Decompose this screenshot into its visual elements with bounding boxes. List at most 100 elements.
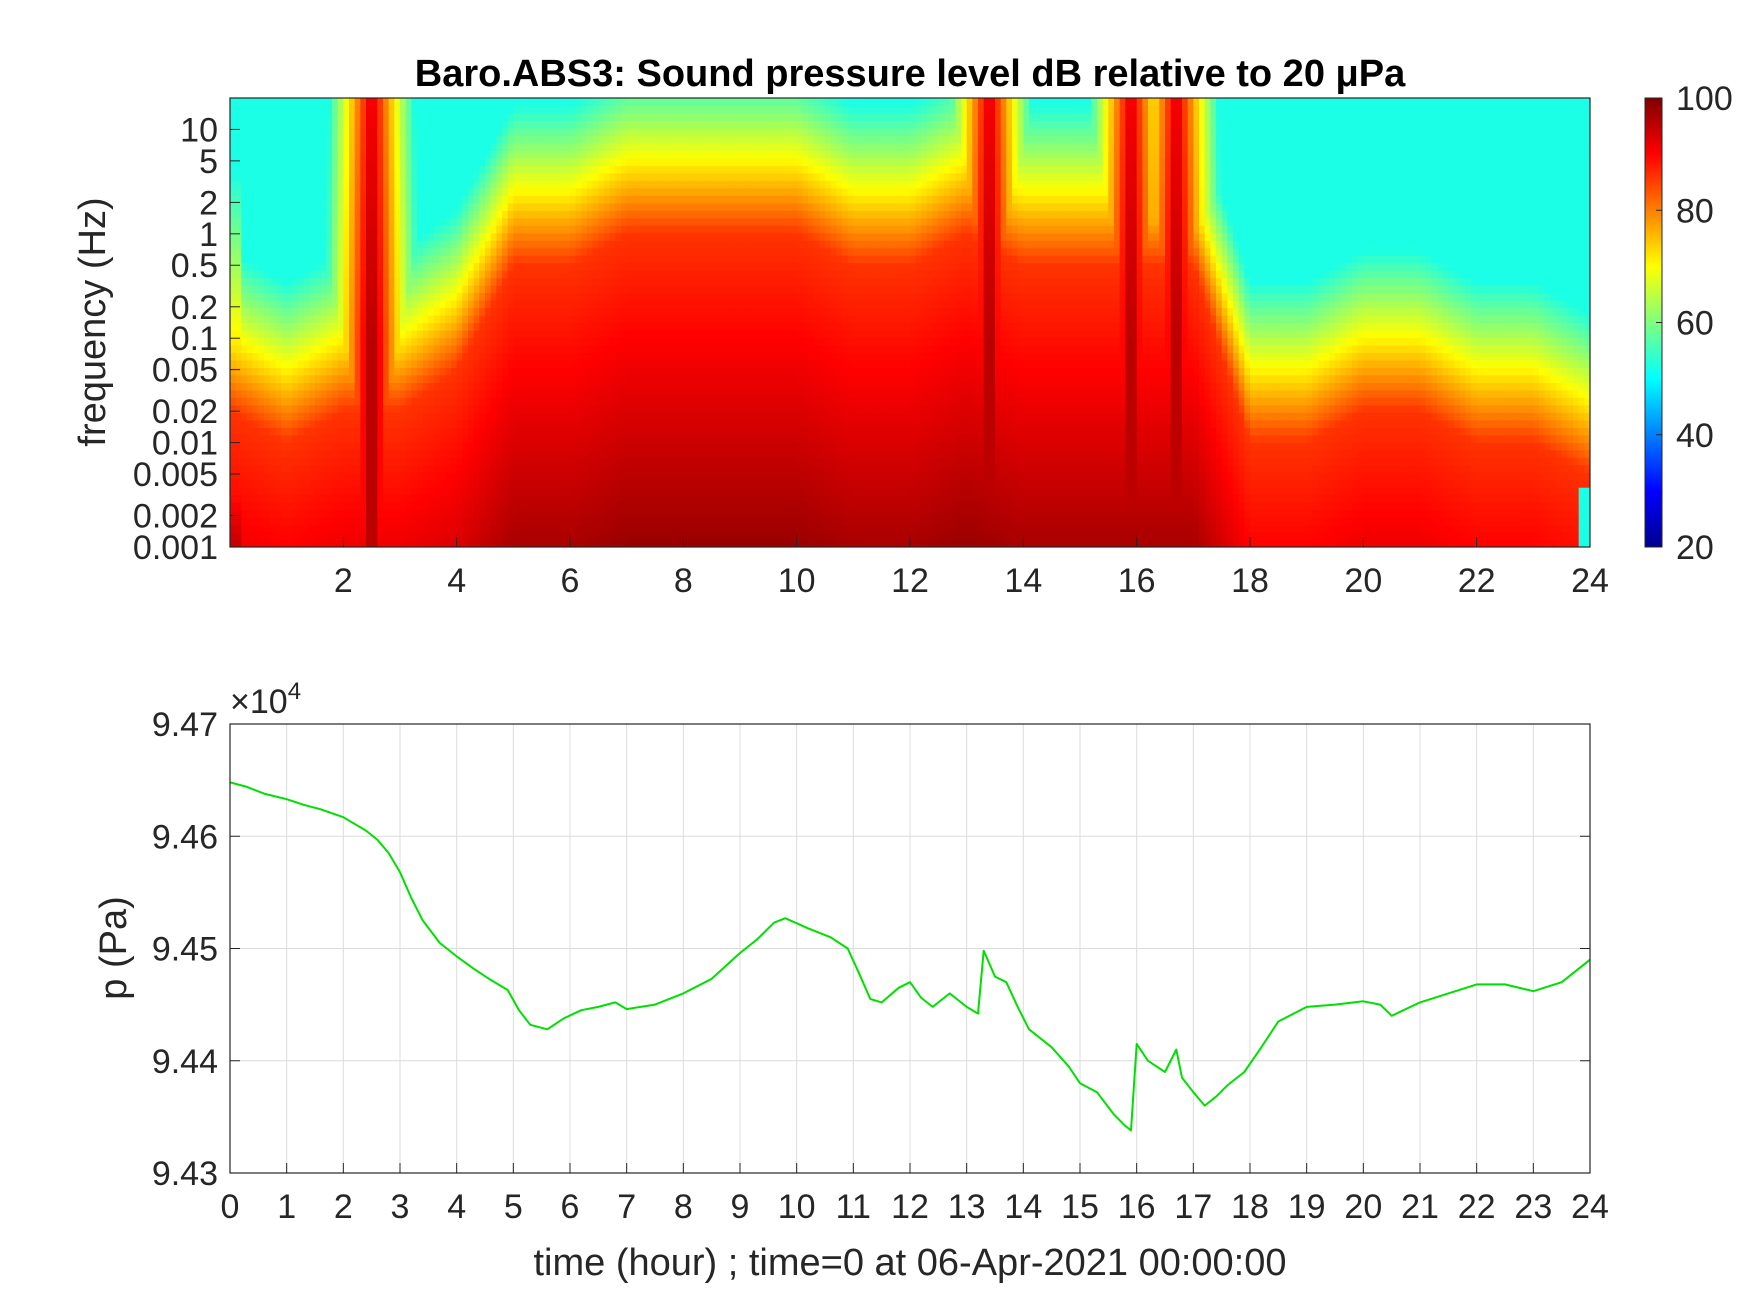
- spectrogram-cell: [417, 112, 424, 122]
- spectrogram-cell: [275, 105, 282, 114]
- spectrogram-cell: [247, 240, 254, 249]
- spectrogram-cell: [292, 457, 299, 466]
- spectrogram-cell: [649, 105, 656, 114]
- spectrogram-cell: [519, 127, 526, 137]
- spectrogram-cell: [411, 307, 418, 316]
- spectrogram-cell: [689, 397, 696, 406]
- spectrogram-cell: [468, 359, 475, 368]
- spectrogram-cell: [666, 412, 673, 421]
- spectrogram-cell: [672, 277, 679, 286]
- spectrogram-cell: [434, 509, 441, 518]
- spectrogram-cell: [394, 412, 401, 421]
- spectrogram-cell: [258, 217, 265, 226]
- spectrogram-cell: [303, 532, 310, 541]
- spectrogram-cell: [383, 479, 390, 488]
- spectrogram-cell: [592, 262, 599, 271]
- spectrogram-cell: [638, 374, 645, 383]
- spectrogram-cell: [371, 397, 378, 406]
- spectrogram-cell: [422, 404, 429, 413]
- spectrogram-cell: [570, 344, 577, 354]
- spectrogram-cell: [315, 112, 322, 122]
- spectrogram-cell: [241, 165, 248, 174]
- spectrogram-cell: [700, 487, 707, 496]
- spectrogram-cell: [422, 427, 429, 436]
- spectrogram-cell: [241, 98, 248, 107]
- spectrogram-cell: [626, 210, 633, 219]
- spectrogram-cell: [530, 329, 537, 339]
- spectrogram-cell: [485, 240, 492, 249]
- spectrogram-cell: [632, 202, 639, 211]
- spectrogram-cell: [643, 352, 650, 361]
- spectrogram-cell: [405, 98, 412, 107]
- spectrogram-cell: [689, 517, 696, 526]
- spectrogram-cell: [524, 262, 531, 271]
- spectrogram-cell: [683, 142, 690, 151]
- spectrogram-cell: [666, 352, 673, 361]
- spectrogram-cell: [241, 322, 248, 331]
- spectrogram-cell: [536, 217, 543, 226]
- spectrogram-cell: [592, 344, 599, 354]
- spectrogram-cell: [530, 315, 537, 324]
- spectrogram-cell: [643, 427, 650, 436]
- spectrogram-cell: [400, 187, 407, 196]
- spectrogram-cell: [377, 300, 384, 309]
- spectrogram-cell: [388, 315, 395, 324]
- spectrogram-cell: [411, 359, 418, 368]
- spectrogram-cell: [683, 344, 690, 354]
- spectrogram-cell: [258, 150, 265, 159]
- spectrogram-cell: [394, 352, 401, 361]
- spectrogram-cell: [473, 532, 480, 541]
- spectrogram-cell: [292, 120, 299, 129]
- spectrogram-cell: [553, 187, 560, 196]
- spectrogram-cell: [485, 517, 492, 526]
- spectrogram-cell: [383, 270, 390, 279]
- spectrogram-cell: [689, 127, 696, 137]
- spectrogram-cell: [502, 397, 509, 406]
- spectrogram-cell: [609, 255, 616, 264]
- spectrogram-cell: [615, 524, 622, 533]
- spectrogram-cell: [626, 479, 633, 488]
- spectrogram-cell: [604, 217, 611, 226]
- spectrogram-cell: [530, 187, 537, 196]
- spectrogram-cell: [275, 262, 282, 271]
- spectrogram-cell: [235, 457, 242, 466]
- spectrogram-cell: [360, 202, 367, 211]
- spectrogram-cell: [575, 120, 582, 129]
- spectrogram-cell: [298, 479, 305, 488]
- spectrogram-cell: [530, 225, 537, 234]
- spectrogram-cell: [513, 285, 520, 294]
- spectrogram-cell: [445, 449, 452, 458]
- spectrogram-cell: [383, 202, 390, 211]
- spectrogram-cell: [332, 210, 339, 219]
- spectrogram-cell: [388, 150, 395, 159]
- spectrogram-cell: [439, 367, 446, 376]
- spectrogram-cell: [405, 502, 412, 511]
- spectrogram-cell: [689, 337, 696, 346]
- spectrogram-cell: [643, 210, 650, 219]
- spectrogram-cell: [417, 352, 424, 361]
- spectrogram-cell: [383, 240, 390, 249]
- spectrogram-cell: [655, 277, 662, 286]
- spectrogram-cell: [575, 427, 582, 436]
- spectrogram-cell: [468, 427, 475, 436]
- spectrogram-cell: [388, 120, 395, 129]
- spectrogram-cell: [269, 329, 276, 339]
- spectrogram-cell: [575, 127, 582, 137]
- spectrogram-cell: [462, 187, 469, 196]
- spectrogram-cell: [587, 487, 594, 496]
- spectrogram-cell: [553, 180, 560, 189]
- spectrogram-cell: [388, 457, 395, 466]
- spectrogram-cell: [587, 277, 594, 286]
- spectrogram-cell: [394, 464, 401, 473]
- spectrogram-cell: [241, 457, 248, 466]
- spectrogram-cell: [394, 270, 401, 279]
- spectrogram-cell: [513, 329, 520, 339]
- spectrogram-cell: [326, 292, 333, 301]
- spectrogram-cell: [677, 157, 684, 166]
- spectrogram-cell: [315, 457, 322, 466]
- spectrogram-cell: [689, 135, 696, 144]
- spectrogram-cell: [366, 457, 373, 466]
- spectrogram-cell: [326, 539, 333, 547]
- spectrogram-cell: [383, 419, 390, 428]
- spectrogram-cell: [587, 442, 594, 451]
